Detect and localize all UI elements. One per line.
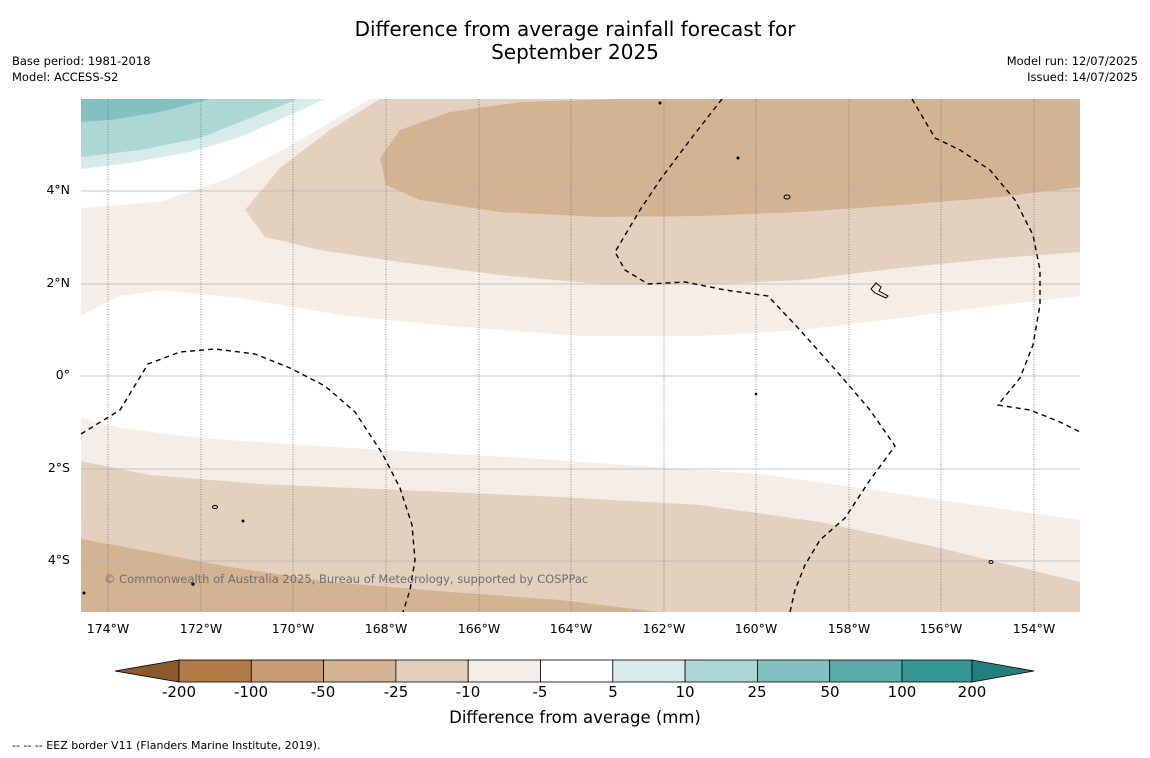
colorbar-tick: -25 bbox=[383, 683, 409, 701]
lon-label-158w: 158°W bbox=[827, 621, 871, 636]
lon-label-160w: 160°W bbox=[734, 621, 778, 636]
island-3 bbox=[212, 505, 218, 509]
contour-south-minus10 bbox=[81, 461, 1080, 612]
colorbar-tick: 200 bbox=[957, 683, 987, 701]
lon-label-172w: 172°W bbox=[179, 621, 223, 636]
colorbar-tick: 50 bbox=[820, 683, 840, 701]
island-4 bbox=[988, 560, 994, 564]
lon-label-168w: 168°W bbox=[364, 621, 408, 636]
rainfall-contours bbox=[81, 99, 1080, 612]
colorbar-bin-1 bbox=[178, 659, 252, 683]
title-line-1: Difference from average rainfall forecas… bbox=[354, 17, 796, 41]
title-line-2: September 2025 bbox=[491, 40, 659, 64]
contour-nw-plus25 bbox=[81, 99, 210, 122]
lat-label-2n: 2°N bbox=[46, 275, 70, 290]
island-6 bbox=[736, 156, 740, 160]
colorbar bbox=[114, 659, 1035, 683]
lon-label-170w: 170°W bbox=[271, 621, 315, 636]
longitude-gridlines bbox=[107, 99, 1035, 612]
map-title: Difference from average rainfall forecas… bbox=[0, 18, 1150, 64]
eez-borders bbox=[81, 99, 1080, 612]
eez-footnote: -- -- -- EEZ border V11 (Flanders Marine… bbox=[12, 739, 321, 752]
colorbar-bin-11 bbox=[901, 659, 973, 683]
islands bbox=[82, 101, 994, 595]
island-10 bbox=[754, 392, 758, 396]
colorbar-bin-5 bbox=[467, 659, 541, 683]
lon-label-166w: 166°W bbox=[457, 621, 501, 636]
colorbar-tick: -100 bbox=[233, 683, 269, 701]
colorbar-tick: -10 bbox=[455, 683, 481, 701]
colorbar-bin-2 bbox=[250, 659, 325, 683]
colorbar-tick: -5 bbox=[532, 683, 548, 701]
colorbar-bin-7 bbox=[612, 659, 686, 683]
lon-label-162w: 162°W bbox=[642, 621, 686, 636]
colorbar-bin-9 bbox=[757, 659, 831, 683]
copyright-credit: © Commonwealth of Australia 2025, Bureau… bbox=[104, 572, 589, 586]
contour-south-minus25 bbox=[81, 539, 660, 612]
eez-border-kiribati bbox=[614, 99, 896, 612]
island-2 bbox=[870, 282, 889, 299]
colorbar-tick: 25 bbox=[747, 683, 767, 701]
colorbar-tick: -50 bbox=[310, 683, 336, 701]
model-run: Model run: 12/07/2025 bbox=[1006, 54, 1138, 68]
island-8 bbox=[191, 582, 195, 586]
lat-label-4s: 4°S bbox=[47, 552, 70, 567]
colorbar-tick: 100 bbox=[887, 683, 917, 701]
colorbar-tick: -200 bbox=[161, 683, 197, 701]
colorbar-title: Difference from average (mm) bbox=[449, 708, 701, 727]
colorbar-tick: 10 bbox=[675, 683, 695, 701]
island-1 bbox=[783, 194, 791, 200]
eez-border-line-islands bbox=[911, 99, 1080, 433]
base-period: Base period: 1981-2018 bbox=[12, 54, 151, 68]
colorbar-tick: 5 bbox=[608, 683, 618, 701]
eez-border-tuvalu-tokelau bbox=[81, 348, 416, 612]
island-9 bbox=[82, 591, 86, 595]
colorbar-bin-4 bbox=[395, 659, 469, 683]
colorbar-bin-3 bbox=[323, 659, 397, 683]
island-7 bbox=[241, 519, 245, 523]
colorbar-low-extension bbox=[114, 659, 180, 683]
colorbar-high-extension bbox=[971, 659, 1035, 683]
issued-date: Issued: 14/07/2025 bbox=[1027, 70, 1138, 84]
lat-label-0: 0° bbox=[55, 367, 70, 382]
lat-label-2s: 2°S bbox=[47, 460, 70, 475]
colorbar-bin-6 bbox=[540, 659, 614, 683]
lon-label-174w: 174°W bbox=[86, 621, 130, 636]
right-metadata: Model run: 12/07/2025 Issued: 14/07/2025 bbox=[1007, 53, 1138, 85]
lon-label-154w: 154°W bbox=[1012, 621, 1056, 636]
lon-label-164w: 164°W bbox=[549, 621, 593, 636]
lat-label-4n: 4°N bbox=[46, 182, 70, 197]
left-metadata: Base period: 1981-2018 Model: ACCESS-S2 bbox=[12, 53, 151, 85]
model-name: Model: ACCESS-S2 bbox=[12, 70, 119, 84]
colorbar-bin-8 bbox=[684, 659, 758, 683]
contour-north-minus25 bbox=[380, 99, 1080, 217]
colorbar-bin-10 bbox=[829, 659, 903, 683]
island-5 bbox=[658, 101, 662, 105]
lon-label-156w: 156°W bbox=[919, 621, 963, 636]
latitude-gridlines bbox=[81, 190, 1080, 562]
